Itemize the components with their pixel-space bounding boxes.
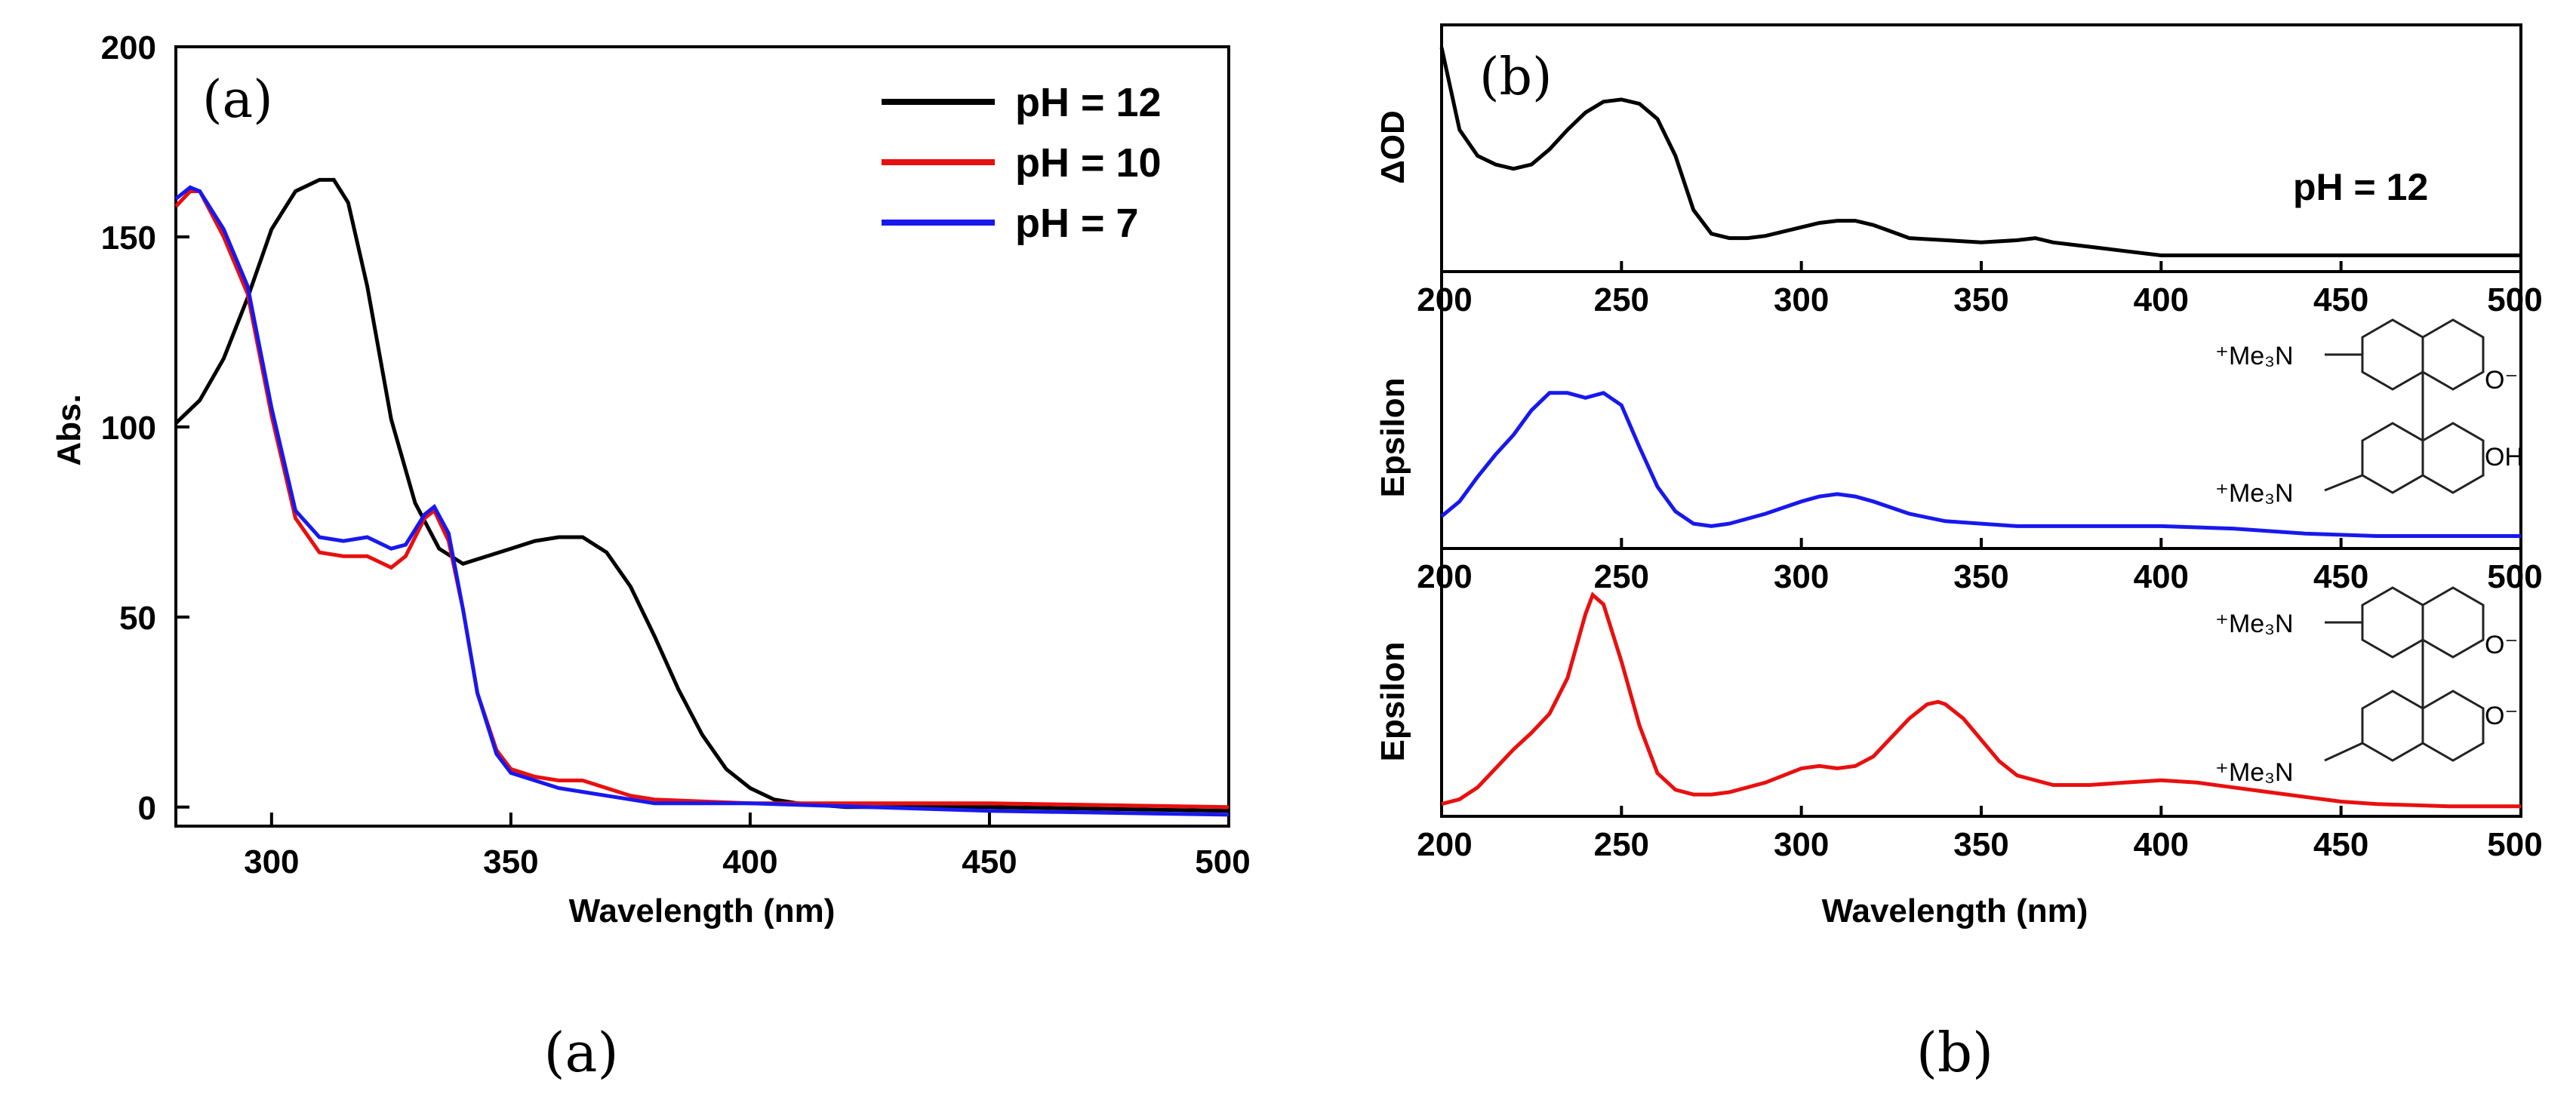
b-x-tick-label: 300 — [1774, 558, 1829, 595]
naph-ring-4 — [2421, 690, 2485, 762]
b-series-line-ph12 — [1439, 47, 2521, 257]
legend-label-ph7: pH = 7 — [1015, 201, 1139, 246]
a-x-tick-label: 300 — [244, 843, 299, 880]
panel-b-top-series — [1439, 47, 2521, 257]
b-x-tick-label: 400 — [2134, 826, 2189, 863]
b-x-tick-label: 500 — [2487, 826, 2542, 863]
structure-mid-nme3-top: ⁺Me₃N — [2215, 342, 2294, 370]
a-y-tick-label: 50 — [119, 600, 156, 637]
b-x-tick-label: 250 — [1594, 826, 1649, 863]
structure-bot-oxide-bottom: O⁻ — [2485, 702, 2518, 730]
b-x-tick-label: 250 — [1594, 558, 1649, 595]
b-x-tick-label: 500 — [2487, 281, 2542, 318]
panel-b-label: (b) — [1479, 48, 1553, 107]
structure-dianion-illustration: ⁺Me₃N ⁺Me₃N O⁻ O⁻ — [2215, 586, 2518, 787]
b-x-tick-label: 350 — [1953, 826, 2008, 863]
panel-a-y-ticks: 0 50 100 150 200 — [101, 29, 189, 827]
caption-a: (a) — [543, 1021, 618, 1084]
panel-b-middle-y-axis-title: Epsilon — [1374, 378, 1411, 498]
structure-mid-hydroxyl: OH — [2485, 443, 2523, 472]
a-y-tick-label: 150 — [101, 220, 156, 257]
a-series-line-ph12 — [174, 177, 1230, 813]
panel-a-plot-frame — [174, 45, 1230, 828]
panel-a-x-axis-title: Wavelength (nm) — [569, 893, 836, 929]
legend-label-ph12: pH = 12 — [1015, 80, 1162, 125]
a-x-tick-label: 500 — [1195, 843, 1250, 880]
panel-a-y-axis-title: Abs. — [51, 394, 88, 465]
b-series-line-dianion — [1441, 591, 2521, 809]
naph-ring-2 — [2421, 586, 2485, 659]
legend-label-ph10: pH = 10 — [1015, 140, 1162, 186]
naph-ring-1 — [2361, 586, 2424, 659]
panel-b-middle-x-ticks: 200 250 300 350 400 450 500 — [1417, 538, 2543, 595]
panel-b-bottom-y-axis-title: Epsilon — [1374, 642, 1411, 762]
panel-b-bottom-x-ticks: 200 250 300 350 400 450 500 — [1417, 806, 2543, 863]
b-x-tick-label: 450 — [2313, 826, 2368, 863]
panel-a-series — [174, 177, 1230, 817]
a-y-tick-label: 100 — [101, 410, 156, 447]
panel-b-top-ph-annotation: pH = 12 — [2293, 166, 2428, 208]
panel-b-middle-series — [1440, 391, 2521, 538]
structure-monoanion-illustration: ⁺Me₃N ⁺Me₃N O⁻ OH — [2215, 318, 2523, 508]
b-x-tick-label: 250 — [1594, 281, 1649, 318]
structure-bot-nme3-bottom: ⁺Me₃N — [2215, 758, 2294, 787]
a-x-tick-label: 400 — [722, 843, 777, 880]
b-x-tick-label: 350 — [1953, 281, 2008, 318]
b-x-tick-label: 400 — [2134, 558, 2189, 595]
ch2-bond-bottom — [2324, 742, 2363, 762]
b-x-tick-label: 200 — [1417, 558, 1472, 595]
caption-b: (b) — [1916, 1021, 1993, 1084]
structure-mid-oxide: O⁻ — [2485, 366, 2518, 395]
a-series-line-ph7 — [174, 185, 1230, 817]
b-x-tick-label: 350 — [1953, 558, 2008, 595]
b-x-tick-label: 200 — [1417, 826, 1472, 863]
b-x-tick-label: 450 — [2313, 281, 2368, 318]
panel-a-label: (a) — [202, 70, 273, 130]
naph-ring-3 — [2361, 690, 2424, 762]
b-x-tick-label: 300 — [1774, 826, 1829, 863]
a-y-tick-label: 200 — [101, 29, 156, 66]
b-series-line-monoanion — [1440, 391, 2521, 538]
panel-b-top-x-ticks: 200 250 300 350 400 450 500 — [1417, 261, 2543, 318]
b-x-tick-label: 500 — [2487, 558, 2542, 595]
naph-ring-3 — [2361, 422, 2424, 494]
naph-ring-2 — [2421, 318, 2485, 391]
panel-a-legend: pH = 12 pH = 10 pH = 7 — [882, 80, 1162, 246]
panel-a-x-ticks: 300 350 400 450 500 — [244, 813, 1251, 880]
panel-b-top-y-axis-title: ΔOD — [1374, 110, 1411, 184]
ch2-bond-bottom — [2324, 474, 2363, 492]
naph-ring-1 — [2361, 318, 2424, 391]
a-x-tick-label: 350 — [483, 843, 538, 880]
a-x-tick-label: 450 — [962, 843, 1017, 880]
structure-bot-oxide-top: O⁻ — [2485, 631, 2518, 659]
panel-a-uv-vis-ph-chart: 300 350 400 450 500 0 50 100 150 200 (a) Wavelen… — [51, 29, 1251, 929]
naph-ring-4 — [2421, 422, 2485, 494]
panel-b-x-axis-title: Wavelength (nm) — [1822, 893, 2088, 929]
a-y-tick-label: 0 — [138, 790, 156, 827]
panel-b-plot-frame — [1440, 23, 2522, 818]
b-x-tick-label: 400 — [2134, 281, 2189, 318]
b-x-tick-label: 200 — [1417, 281, 1472, 318]
structure-mid-nme3-bottom: ⁺Me₃N — [2215, 479, 2294, 508]
panel-b-stacked-spectra: 200 250 300 350 400 450 500 200 250 300 350 400 450… — [1374, 23, 2543, 929]
structure-bot-nme3-top: ⁺Me₃N — [2215, 610, 2294, 638]
a-series-line-ph10 — [174, 189, 1230, 810]
panel-b-bottom-series — [1441, 591, 2521, 809]
b-x-tick-label: 300 — [1774, 281, 1829, 318]
b-x-tick-label: 450 — [2313, 558, 2368, 595]
